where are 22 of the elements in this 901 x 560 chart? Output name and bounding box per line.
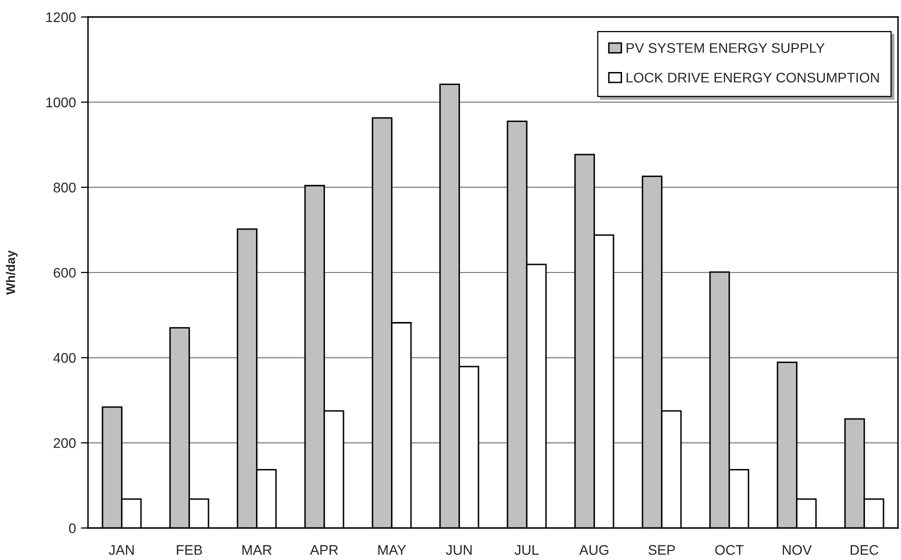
legend-label: LOCK DRIVE ENERGY CONSUMPTION [626,72,879,83]
x-tick-label: MAR [242,545,272,555]
y-axis-title: Wh/day [6,250,18,295]
x-tick-label: JAN [108,545,134,555]
x-tick-label: NOV [782,545,812,555]
y-tick-label: 200 [54,438,76,448]
y-tick-label: 400 [53,353,76,363]
x-tick-label: AUG [579,545,608,555]
y-tick-label: 1200 [46,12,76,22]
y-tick-label: 800 [54,182,76,193]
legend-label: PV SYSTEM ENERGY SUPPLY [626,43,825,53]
x-tick-label: FEB [176,545,202,555]
x-tick-label: DEC [850,545,878,555]
x-tick-label: JUL [514,545,539,555]
x-tick-label: SEP [648,545,675,555]
x-tick-label: APR [310,545,338,555]
y-tick-label: 0 [69,523,76,534]
x-tick-label: MAY [378,545,406,555]
x-tick-label: OCT [715,545,744,555]
y-tick-label: 1000 [46,98,76,108]
x-tick-label: JUN [446,545,472,555]
y-tick-label: 600 [54,268,76,278]
